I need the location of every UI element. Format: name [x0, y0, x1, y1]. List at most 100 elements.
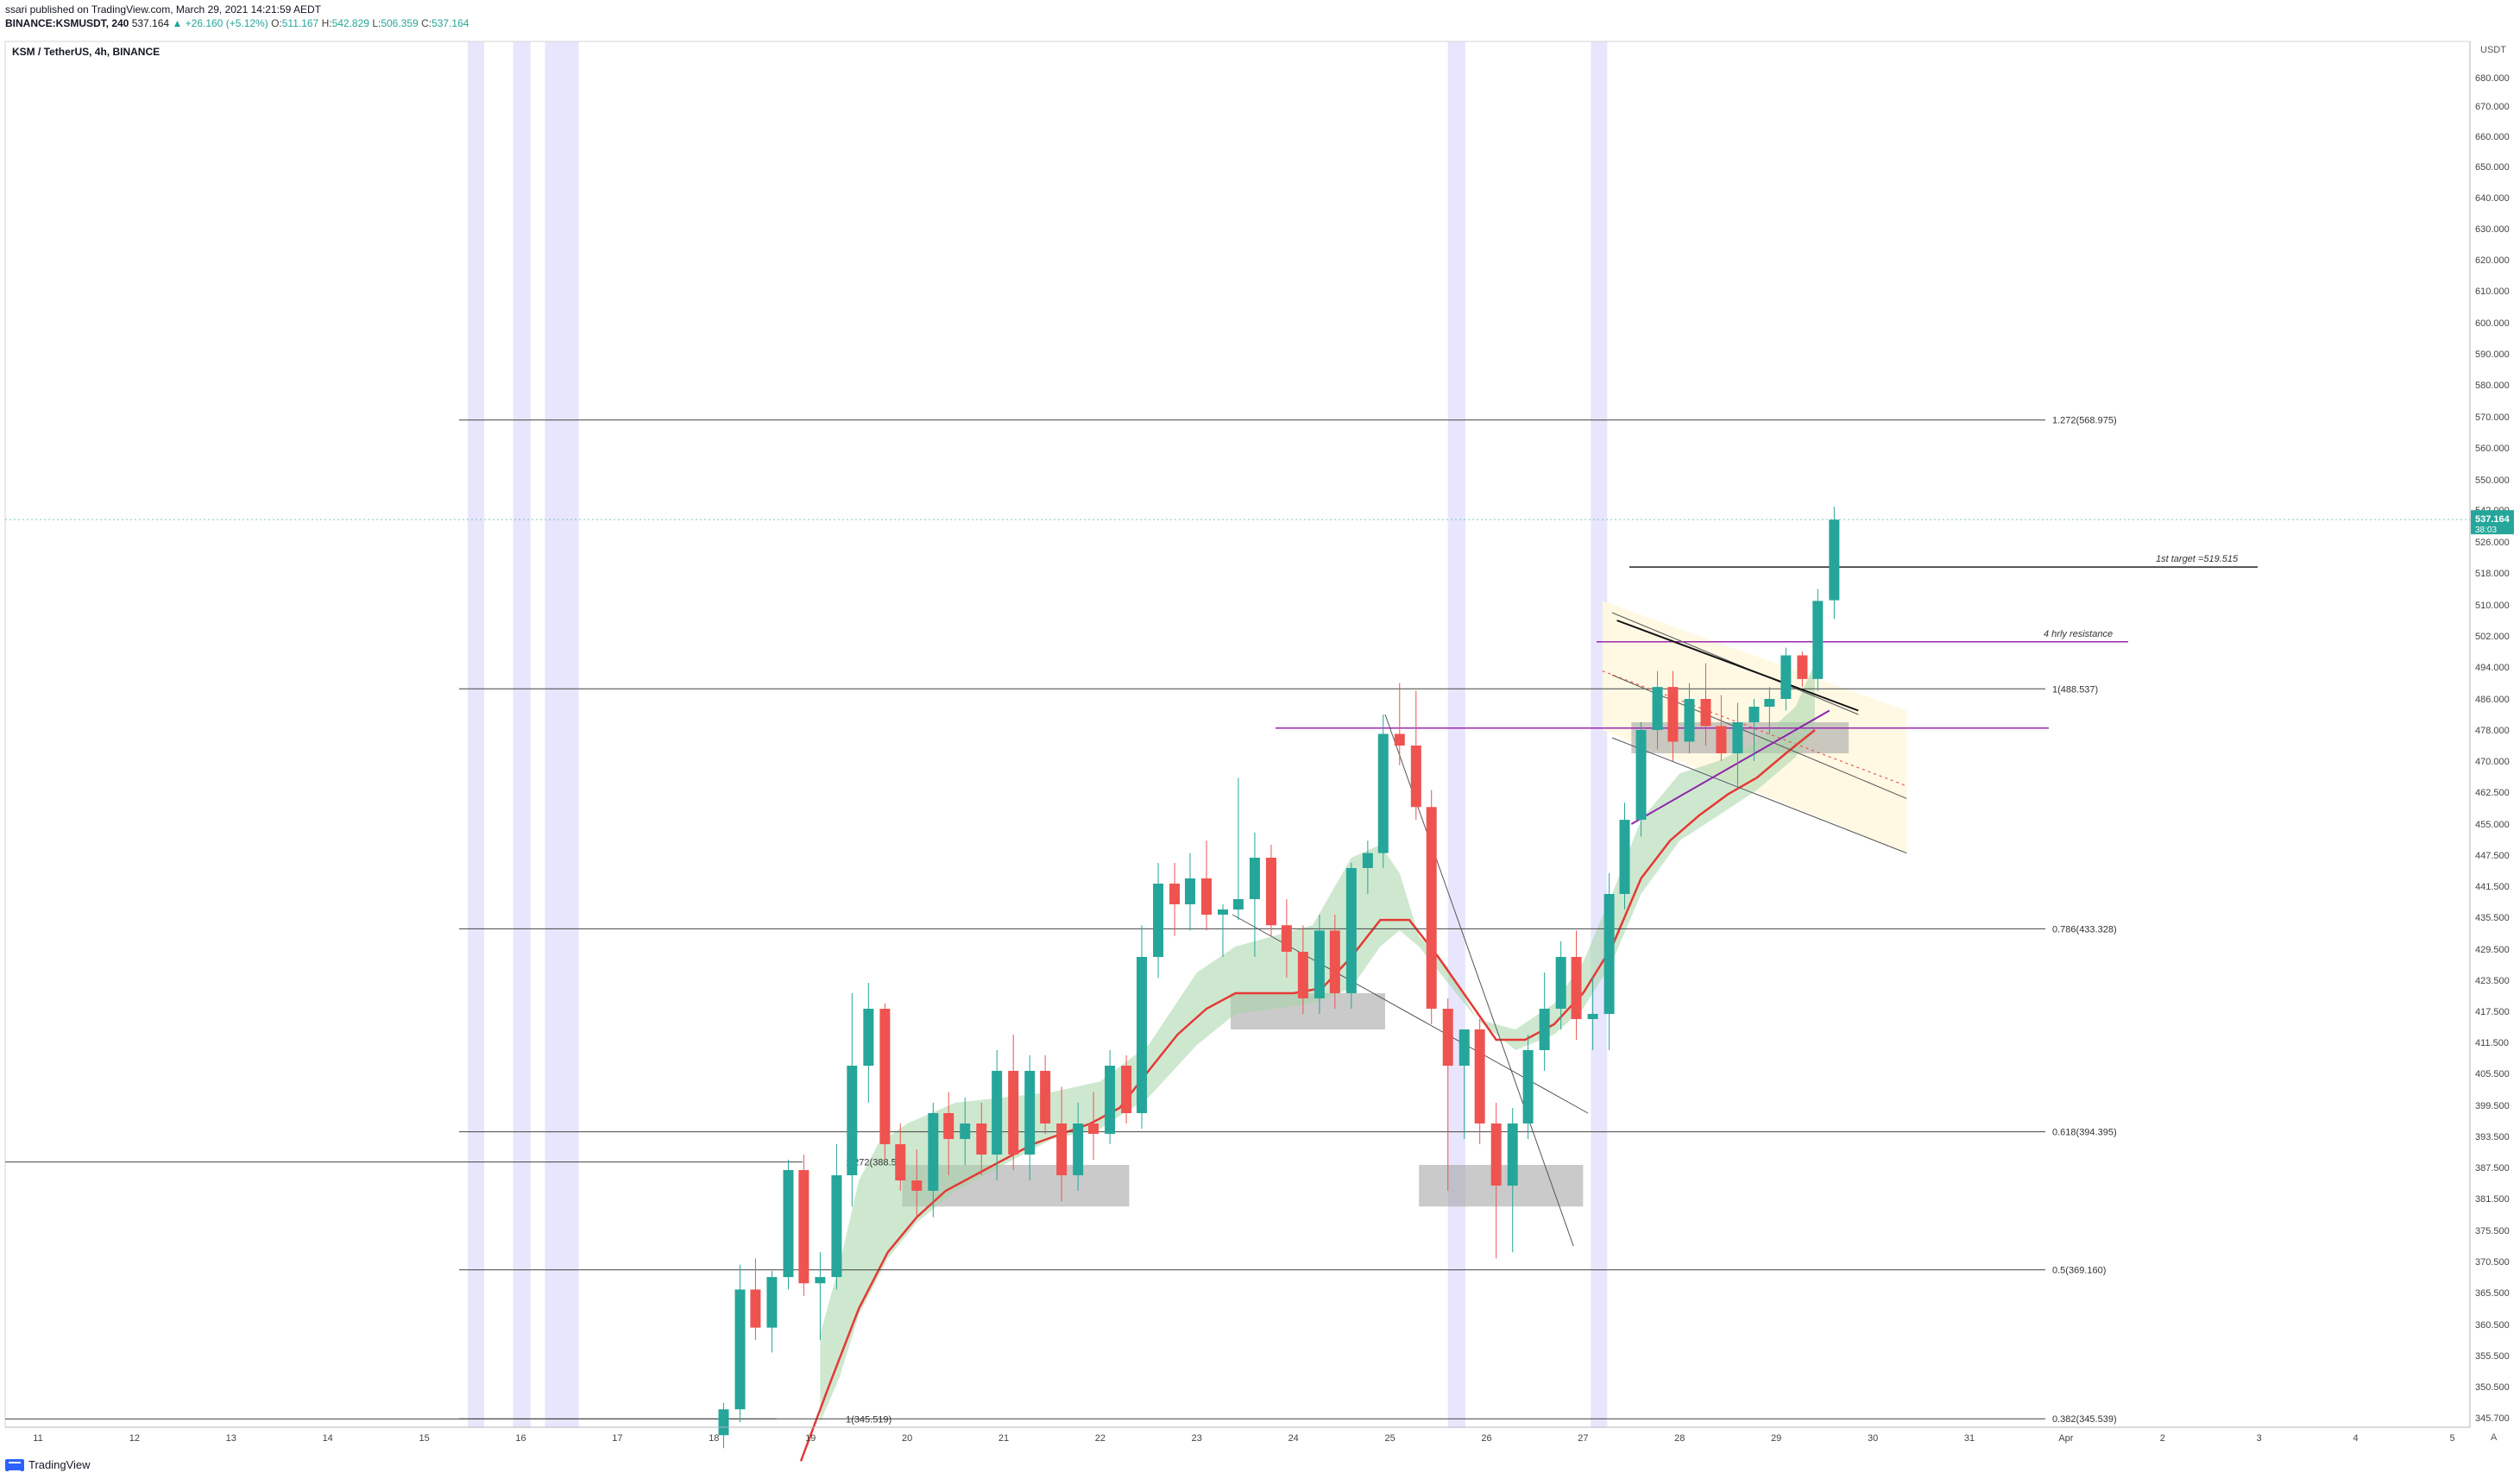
- x-tick-label: 23: [1192, 1433, 1202, 1444]
- y-tick-label: 405.500: [2475, 1069, 2510, 1079]
- x-tick-label: 22: [1095, 1433, 1106, 1444]
- y-tick-label: 486.000: [2475, 695, 2510, 705]
- published-line: ssari published on TradingView.com, Marc…: [5, 3, 321, 16]
- x-tick-label: 15: [419, 1433, 429, 1444]
- x-tick-label: 14: [323, 1433, 333, 1444]
- currency-label[interactable]: USDT: [2480, 45, 2506, 55]
- x-tick-label: 16: [515, 1433, 526, 1444]
- candle-body: [1121, 1066, 1132, 1113]
- candle-body: [718, 1409, 729, 1436]
- session-band: [545, 41, 579, 1427]
- candle-body: [766, 1277, 778, 1328]
- y-tick-label: 365.500: [2475, 1288, 2510, 1299]
- x-tick-label: 5: [2449, 1433, 2454, 1444]
- x-tick-label: 29: [1771, 1433, 1781, 1444]
- fib-label: 0.618(394.395): [2052, 1128, 2117, 1138]
- y-tick-label: 550.000: [2475, 475, 2510, 486]
- y-tick-label: 370.500: [2475, 1257, 2510, 1268]
- x-tick-label: 17: [612, 1433, 622, 1444]
- candle-body: [734, 1289, 746, 1410]
- low-label: L:: [372, 17, 381, 29]
- y-tick-label: 429.500: [2475, 945, 2510, 955]
- wedge-lower-line: [1630, 709, 1830, 825]
- tradingview-logo-icon: [5, 1458, 24, 1472]
- candle-body: [1603, 894, 1615, 1014]
- y-tick-label: 560.000: [2475, 444, 2510, 454]
- x-tick-label: 28: [1674, 1433, 1685, 1444]
- y-tick-label: 660.000: [2475, 132, 2510, 142]
- x-tick-label: Apr: [2058, 1433, 2073, 1444]
- session-bands: [467, 41, 1608, 1427]
- candle-body: [783, 1170, 794, 1277]
- y-tick-label: 435.500: [2475, 913, 2510, 923]
- candle-body: [928, 1113, 939, 1191]
- candle-body: [1008, 1071, 1019, 1155]
- candle-body: [1297, 952, 1308, 998]
- candle-body: [1265, 858, 1276, 926]
- y-tick-label: 462.500: [2475, 788, 2510, 798]
- candle-body: [1184, 878, 1195, 904]
- y-tick-label: 478.000: [2475, 726, 2510, 736]
- y-tick-label: 518.000: [2475, 569, 2510, 579]
- x-tick-label: 2: [2160, 1433, 2165, 1444]
- session-band: [467, 41, 484, 1427]
- chart-frame: [4, 41, 2471, 1428]
- candles: [718, 507, 1840, 1449]
- candle-body: [1105, 1066, 1116, 1134]
- auto-scale-button[interactable]: A: [2491, 1432, 2498, 1443]
- drawn-trendlines: 1st target =519.515 4 hrly resistance: [5, 519, 2470, 1247]
- candle-body: [798, 1170, 810, 1284]
- candle-body: [1684, 699, 1695, 742]
- candle-body: [1442, 1009, 1453, 1066]
- old-fib-label: 1.272(388.57): [846, 1158, 905, 1168]
- y-tick-label: 360.500: [2475, 1320, 2510, 1331]
- candle-body: [1490, 1123, 1502, 1186]
- trendline: [1611, 612, 1859, 715]
- x-tick-label: 27: [1578, 1433, 1588, 1444]
- candle-body: [1764, 699, 1775, 707]
- candle-body: [1716, 726, 1727, 753]
- candle-body: [1169, 884, 1181, 904]
- candle-body: [1426, 807, 1437, 1009]
- fib-label: 1.272(568.975): [2052, 416, 2117, 426]
- y-tick-label: 650.000: [2475, 162, 2510, 173]
- x-tick-label: 12: [129, 1433, 140, 1444]
- candle-body: [1812, 601, 1824, 679]
- x-tick-label: 21: [999, 1433, 1009, 1444]
- y-tick-label: 600.000: [2475, 318, 2510, 329]
- candle-body: [879, 1009, 891, 1144]
- y-tick-label: 510.000: [2475, 601, 2510, 611]
- candle-body: [847, 1066, 858, 1175]
- high-label: H:: [321, 17, 332, 29]
- candle-body: [1232, 899, 1244, 909]
- y-tick-label: 381.500: [2475, 1194, 2510, 1205]
- x-tick-label: 18: [709, 1433, 719, 1444]
- candle-body: [1700, 699, 1711, 727]
- candle-body: [1797, 655, 1808, 679]
- y-tick-label: 570.000: [2475, 412, 2510, 423]
- session-band: [1447, 41, 1465, 1427]
- y-tick-label: 670.000: [2475, 102, 2510, 112]
- candle-body: [1200, 878, 1212, 915]
- candle-body: [1732, 722, 1743, 753]
- candle-body: [1780, 655, 1792, 699]
- candle-body: [1249, 858, 1260, 899]
- x-tick-label: 13: [226, 1433, 236, 1444]
- y-tick-label: 423.500: [2475, 976, 2510, 986]
- candle-body: [1137, 957, 1148, 1113]
- candle-body: [1667, 687, 1679, 742]
- candle-body: [1362, 853, 1373, 868]
- candle-body: [1088, 1123, 1099, 1134]
- chart-legend: KSM / TetherUS, 4h, BINANCE: [12, 46, 160, 58]
- y-tick-label: 640.000: [2475, 193, 2510, 204]
- y-tick-label: 375.500: [2475, 1226, 2510, 1237]
- low-value: 506.359: [381, 17, 419, 29]
- candle-body: [1377, 733, 1389, 853]
- y-tick-label: 345.700: [2475, 1413, 2510, 1424]
- y-tick-label: 610.000: [2475, 286, 2510, 297]
- x-tick-label: 3: [2257, 1433, 2262, 1444]
- trendline: [1611, 737, 1907, 854]
- candle-body: [976, 1123, 987, 1155]
- price-tag: [2471, 510, 2514, 535]
